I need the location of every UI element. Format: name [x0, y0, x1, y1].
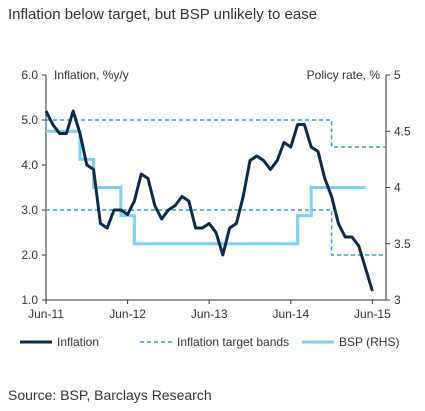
target-band-lower-line [46, 209, 386, 256]
x-tick-label: Jun-14 [272, 307, 309, 321]
right-tick-label: 5 [394, 68, 401, 82]
legend-inflation-label: Inflation [57, 335, 99, 349]
x-tick-label: Jun-11 [28, 307, 64, 321]
x-tick-label: Jun-12 [109, 307, 146, 321]
x-tick-label: Jun-13 [191, 307, 228, 321]
left-axis-label: Inflation, %y/y [54, 68, 129, 82]
x-tick-label: Jun-15 [354, 307, 391, 321]
left-tick-label: 6.0 [21, 68, 38, 82]
legend-target-band-label: Inflation target bands [177, 335, 289, 349]
chart: 6.0 5.0 4.0 3.0 2.0 1.0 5 4.5 4 3.5 3 Jun-11 Jun-12 J… [20, 68, 411, 349]
bsp-policy-rate-line [46, 129, 366, 246]
left-tick-label: 3.0 [21, 203, 38, 217]
left-tick-label: 2.0 [21, 248, 38, 262]
right-axis-label: Policy rate, % [307, 68, 381, 82]
right-tick-label: 3 [394, 293, 401, 307]
target-band-upper-line [46, 119, 386, 148]
right-tick-label: 3.5 [394, 237, 411, 251]
chart-title: Inflation below target, but BSP unlikely… [8, 6, 318, 23]
left-tick-label: 1.0 [21, 293, 38, 307]
left-tick-label: 5.0 [21, 113, 38, 127]
source-note: Source: BSP, Barclays Research [8, 387, 212, 403]
right-tick-label: 4.5 [394, 124, 411, 138]
legend-bsp-label: BSP (RHS) [339, 335, 399, 349]
left-tick-label: 4.0 [21, 158, 38, 172]
right-tick-label: 4 [394, 181, 401, 195]
inflation-line [44, 109, 374, 292]
